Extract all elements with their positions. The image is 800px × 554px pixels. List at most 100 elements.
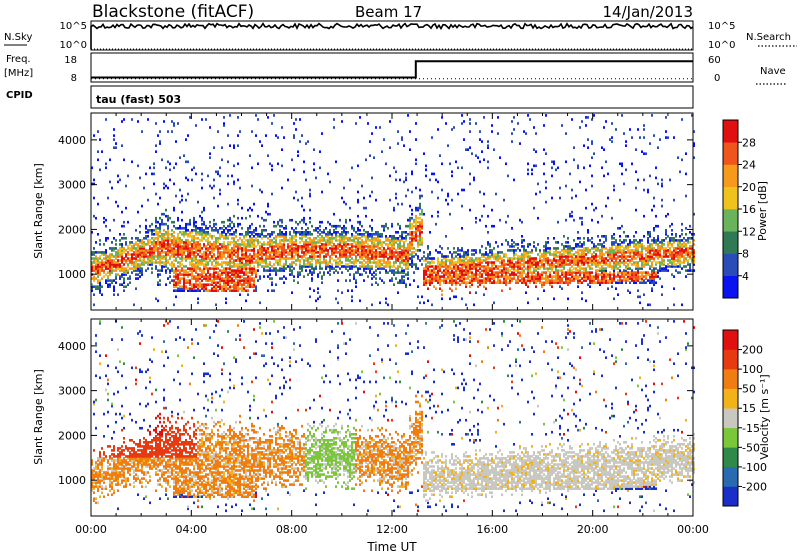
scatter-point: [137, 164, 139, 168]
scatter-point: [371, 255, 373, 258]
scatter-point: [195, 289, 197, 292]
scatter-point: [453, 261, 455, 264]
scatter-point: [599, 239, 601, 242]
scatter-point: [97, 259, 99, 262]
scatter-point: [467, 281, 469, 284]
scatter-point: [161, 233, 163, 236]
scatter-point: [313, 237, 315, 240]
scatter-point: [613, 251, 615, 254]
scatter-point: [375, 255, 377, 258]
scatter-point: [611, 281, 613, 284]
scatter-point: [137, 210, 139, 214]
scatter-point: [559, 253, 561, 256]
scatter-point: [613, 279, 615, 282]
scatter-point: [437, 261, 439, 264]
scatter-point: [243, 255, 245, 258]
scatter-point: [527, 263, 529, 266]
scatter-point: [375, 126, 377, 129]
scatter-point: [233, 239, 235, 242]
scatter-point: [241, 216, 243, 220]
scatter-point: [243, 249, 245, 252]
scatter-point: [221, 247, 223, 250]
scatter-point: [529, 267, 531, 270]
scatter-point: [563, 259, 565, 262]
scatter-point: [399, 241, 401, 244]
scatter-point: [445, 277, 447, 280]
scatter-point: [315, 267, 317, 270]
scatter-point: [169, 237, 171, 240]
scatter-point: [281, 186, 283, 190]
scatter-point: [205, 257, 207, 260]
scatter-point: [177, 277, 179, 280]
scatter-point: [445, 257, 447, 260]
scatter-point: [405, 176, 407, 180]
scatter-point: [225, 263, 227, 266]
scatter-point: [227, 273, 229, 276]
scatter-point: [391, 239, 393, 242]
scatter-point: [95, 285, 97, 288]
scatter-point: [139, 239, 141, 242]
scatter-point: [549, 249, 551, 252]
scatter-point: [211, 255, 213, 258]
scatter-point: [117, 251, 119, 254]
scatter-point: [257, 251, 259, 254]
scatter-point: [271, 239, 273, 242]
scatter-point: [513, 241, 515, 244]
scatter-point: [171, 251, 173, 254]
scatter-point: [349, 249, 351, 252]
scatter-point: [305, 142, 307, 145]
scatter-point: [153, 249, 155, 252]
scatter-point: [299, 247, 301, 250]
scatter-point: [207, 253, 209, 256]
scatter-point: [613, 275, 615, 278]
scatter-point: [371, 227, 373, 230]
scatter-point: [385, 162, 387, 166]
scatter-point: [187, 281, 189, 284]
scatter-point: [535, 285, 537, 288]
scatter-point: [543, 265, 545, 268]
scatter-point: [177, 273, 179, 276]
scatter-point: [231, 261, 233, 264]
scatter-point: [599, 243, 601, 246]
scatter-point: [367, 267, 369, 270]
scatter-point: [165, 253, 167, 256]
scatter-point: [425, 273, 427, 276]
scatter-point: [271, 243, 273, 246]
scatter-point: [275, 241, 277, 244]
scatter-point: [105, 249, 107, 252]
scatter-point: [275, 269, 277, 272]
scatter-point: [557, 273, 559, 276]
scatter-point: [199, 239, 201, 242]
scatter-point: [331, 239, 333, 242]
scatter-point: [555, 267, 557, 270]
scatter-point: [601, 265, 603, 268]
scatter-point: [199, 229, 201, 232]
scatter-point: [377, 259, 379, 262]
scatter-point: [545, 243, 547, 246]
scatter-point: [411, 224, 413, 228]
scatter-point: [503, 277, 505, 280]
scatter-point: [289, 237, 291, 240]
scatter-point: [609, 249, 611, 252]
scatter-point: [219, 283, 221, 286]
scatter-point: [407, 255, 409, 258]
scatter-point: [561, 287, 563, 290]
scatter-point: [205, 247, 207, 250]
scatter-point: [169, 269, 171, 272]
scatter-point: [425, 277, 427, 280]
scatter-point: [93, 259, 95, 262]
scatter-point: [245, 257, 247, 260]
scatter-point: [439, 154, 441, 157]
scatter-point: [591, 263, 593, 266]
scatter-point: [173, 251, 175, 254]
scatter-point: [529, 279, 531, 282]
scatter-point: [367, 235, 369, 238]
scatter-point: [427, 257, 429, 260]
scatter-point: [555, 247, 557, 250]
scatter-point: [233, 251, 235, 254]
scatter-point: [461, 263, 463, 266]
scatter-point: [255, 287, 257, 290]
scatter-point: [213, 287, 215, 290]
scatter-point: [473, 277, 475, 280]
scatter-point: [159, 279, 161, 282]
